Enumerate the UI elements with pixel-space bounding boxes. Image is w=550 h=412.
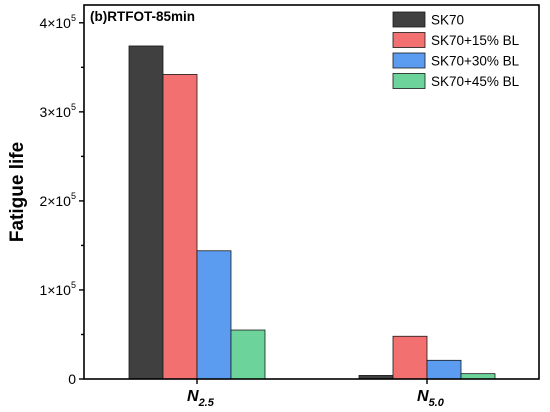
bars-group bbox=[128, 45, 496, 380]
chart-title: (b)RTFOT-85min bbox=[90, 9, 195, 24]
y-tick-label: 0 bbox=[68, 371, 76, 387]
legend-swatch bbox=[392, 11, 426, 28]
y-tick-label: 4×105 bbox=[39, 13, 76, 31]
legend-label: SK70 bbox=[431, 13, 464, 28]
x-category-label: N2.5 bbox=[187, 388, 215, 409]
legend-swatch bbox=[392, 32, 426, 48]
x-category-label: N5.0 bbox=[417, 388, 445, 409]
bar-sk70-15-bl-cat-1 bbox=[162, 74, 198, 380]
y-tick-label: 3×105 bbox=[39, 102, 76, 120]
legend-label: SK70+30% BL bbox=[431, 54, 520, 69]
y-tick-label: 1×105 bbox=[39, 280, 76, 298]
legend: SK70 SK70+15% BL SK70+30% BL SK70+45% BL bbox=[392, 11, 520, 89]
bar-sk70-30-bl-cat-1 bbox=[196, 250, 232, 380]
legend-label: SK70+45% BL bbox=[431, 74, 520, 89]
bar-sk70-15-bl-cat-2 bbox=[392, 335, 428, 380]
y-axis-ticks: 0 1×105 2×105 3×105 4×105 bbox=[39, 13, 84, 387]
legend-label: SK70+15% BL bbox=[431, 33, 520, 48]
legend-swatch bbox=[392, 52, 426, 69]
legend-swatch bbox=[392, 73, 426, 89]
y-tick-label: 2×105 bbox=[39, 191, 76, 209]
x-axis-ticks: N2.5 N5.0 bbox=[187, 379, 445, 409]
bar-sk70-45-bl-cat-1 bbox=[230, 329, 266, 380]
y-axis-label: Fatigue life bbox=[7, 142, 28, 242]
plot-frame bbox=[83, 4, 540, 380]
bar-sk70-45-bl-cat-2 bbox=[460, 373, 496, 380]
bar-sk70-cat-1 bbox=[128, 45, 164, 380]
bar-sk70-30-bl-cat-2 bbox=[426, 359, 462, 380]
